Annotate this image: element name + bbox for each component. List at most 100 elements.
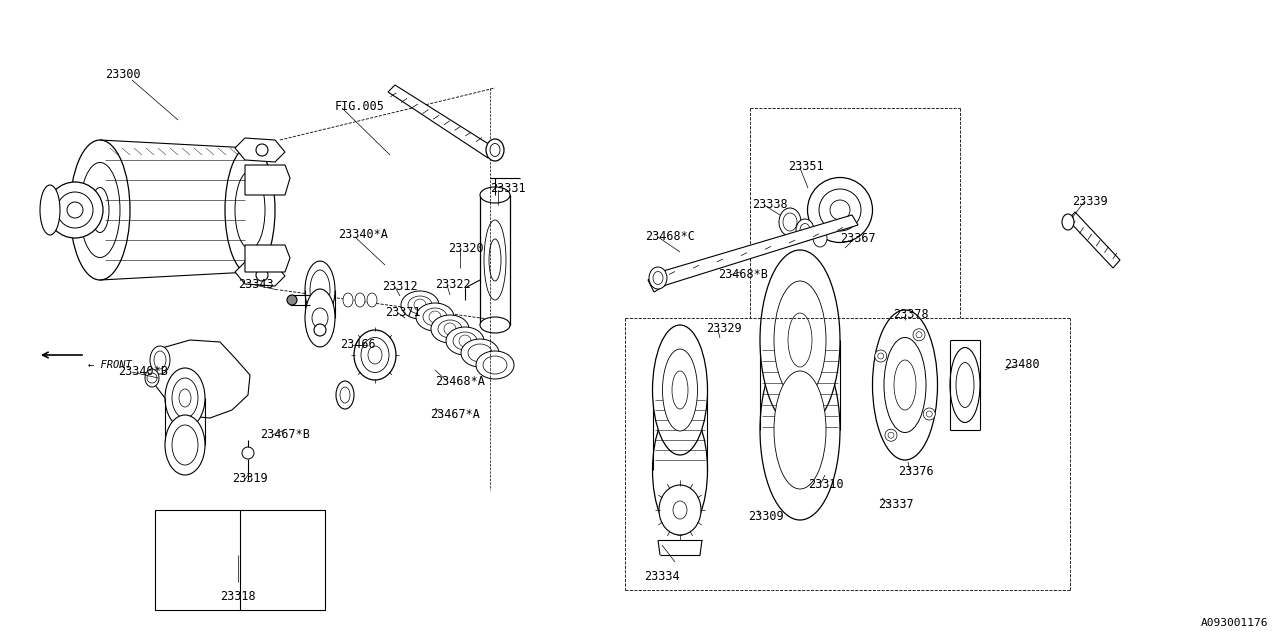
Text: 23367: 23367 (840, 232, 876, 245)
Text: 23331: 23331 (490, 182, 526, 195)
Ellipse shape (813, 229, 827, 247)
Text: 23318: 23318 (220, 590, 256, 603)
Circle shape (429, 311, 442, 323)
Ellipse shape (453, 332, 477, 350)
Ellipse shape (408, 296, 433, 314)
Ellipse shape (145, 369, 159, 387)
Bar (480, 195, 509, 325)
Ellipse shape (355, 330, 396, 380)
Ellipse shape (91, 188, 109, 232)
Ellipse shape (884, 337, 925, 433)
Ellipse shape (796, 219, 814, 241)
Ellipse shape (873, 310, 937, 460)
Ellipse shape (416, 303, 454, 331)
Ellipse shape (653, 325, 708, 455)
Polygon shape (236, 138, 285, 162)
Ellipse shape (956, 362, 974, 408)
Circle shape (314, 324, 326, 336)
Text: 23371: 23371 (385, 306, 421, 319)
Text: FIG.005: FIG.005 (335, 100, 385, 113)
Ellipse shape (40, 185, 60, 235)
Ellipse shape (343, 293, 353, 307)
Text: 23310: 23310 (808, 478, 844, 491)
Circle shape (916, 332, 922, 338)
Text: 23343: 23343 (238, 278, 274, 291)
Circle shape (878, 353, 883, 359)
Ellipse shape (312, 308, 328, 328)
Ellipse shape (461, 339, 499, 367)
Ellipse shape (165, 368, 205, 428)
Text: 23309: 23309 (748, 510, 783, 523)
Ellipse shape (819, 189, 861, 231)
Ellipse shape (79, 163, 120, 257)
Text: 23322: 23322 (435, 278, 471, 291)
Ellipse shape (483, 356, 507, 374)
Ellipse shape (165, 415, 205, 475)
Text: 23334: 23334 (644, 570, 680, 583)
Ellipse shape (672, 371, 689, 409)
Ellipse shape (788, 313, 812, 367)
Text: 23337: 23337 (878, 498, 914, 511)
Ellipse shape (172, 378, 198, 418)
Ellipse shape (1062, 214, 1074, 230)
Ellipse shape (490, 143, 500, 157)
Ellipse shape (829, 200, 850, 220)
Ellipse shape (355, 293, 365, 307)
Ellipse shape (438, 320, 462, 338)
Ellipse shape (476, 351, 515, 379)
Ellipse shape (445, 327, 484, 355)
Ellipse shape (653, 405, 708, 535)
Ellipse shape (783, 213, 797, 231)
Polygon shape (152, 340, 250, 418)
Circle shape (884, 429, 897, 441)
Circle shape (67, 202, 83, 218)
Polygon shape (1068, 212, 1120, 268)
Ellipse shape (760, 340, 840, 520)
Ellipse shape (673, 501, 687, 519)
Polygon shape (236, 262, 285, 286)
Bar (155, 510, 325, 610)
Ellipse shape (179, 389, 191, 407)
Ellipse shape (486, 139, 504, 161)
Circle shape (460, 335, 471, 347)
Ellipse shape (893, 360, 916, 410)
Circle shape (58, 192, 93, 228)
Ellipse shape (480, 187, 509, 203)
Circle shape (47, 182, 102, 238)
Ellipse shape (401, 291, 439, 319)
Ellipse shape (774, 371, 826, 489)
Circle shape (147, 373, 157, 383)
Text: 23351: 23351 (788, 160, 823, 173)
Text: 23468*A: 23468*A (435, 375, 485, 388)
Ellipse shape (70, 140, 131, 280)
Circle shape (927, 411, 932, 417)
Ellipse shape (774, 281, 826, 399)
Ellipse shape (150, 346, 170, 374)
Ellipse shape (369, 346, 381, 364)
Ellipse shape (489, 239, 500, 281)
Text: 23300: 23300 (105, 68, 141, 81)
Text: 23480: 23480 (1004, 358, 1039, 371)
Text: 23468*C: 23468*C (645, 230, 695, 243)
Ellipse shape (431, 315, 468, 343)
Polygon shape (244, 245, 291, 272)
Text: 23467*A: 23467*A (430, 408, 480, 421)
Ellipse shape (172, 425, 198, 465)
Ellipse shape (305, 261, 335, 319)
Ellipse shape (310, 270, 330, 310)
Ellipse shape (340, 387, 349, 403)
Ellipse shape (480, 317, 509, 333)
Ellipse shape (367, 293, 378, 307)
Text: ← FRONT: ← FRONT (88, 360, 132, 370)
Ellipse shape (154, 351, 166, 369)
Ellipse shape (800, 223, 810, 237)
Ellipse shape (225, 146, 275, 274)
Circle shape (242, 447, 253, 459)
Ellipse shape (780, 208, 801, 236)
Ellipse shape (653, 271, 663, 285)
Circle shape (287, 295, 297, 305)
Text: 23329: 23329 (707, 322, 741, 335)
Ellipse shape (649, 267, 667, 289)
Text: 23376: 23376 (899, 465, 933, 478)
Circle shape (923, 408, 936, 420)
